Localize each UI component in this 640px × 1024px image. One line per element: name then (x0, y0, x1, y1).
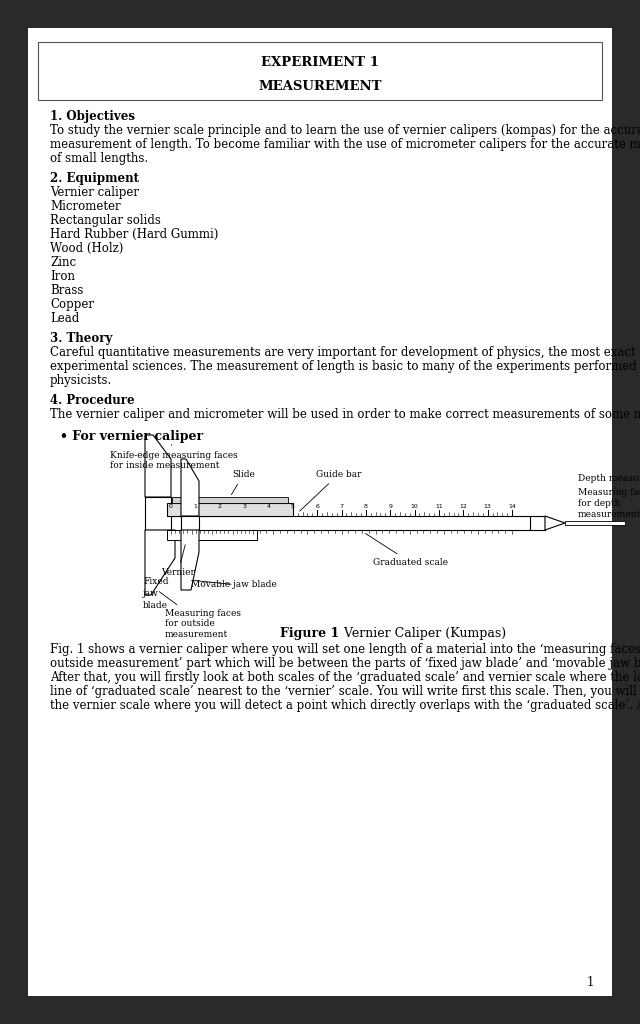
Text: 0: 0 (169, 504, 173, 509)
Text: Vernier Caliper (Kumpas): Vernier Caliper (Kumpas) (340, 627, 506, 640)
Bar (38, 42, 602, 100)
Text: physicists.: physicists. (50, 374, 112, 387)
Polygon shape (181, 459, 199, 516)
Text: Figure 1: Figure 1 (280, 627, 339, 640)
Text: 1: 1 (193, 504, 197, 509)
Text: 2: 2 (218, 504, 221, 509)
Bar (172, 497, 288, 503)
Text: Lead: Lead (50, 312, 79, 325)
Text: 2. Equipment: 2. Equipment (50, 172, 139, 185)
Bar (167, 530, 257, 540)
Bar (167, 503, 293, 516)
Text: 7: 7 (339, 504, 344, 509)
Text: 8: 8 (364, 504, 368, 509)
Text: 12: 12 (460, 504, 467, 509)
Text: Graduated scale: Graduated scale (365, 534, 448, 567)
Text: Rectangular solids: Rectangular solids (50, 214, 161, 227)
Text: Micrometer: Micrometer (50, 200, 120, 213)
Bar (181, 516, 199, 530)
Text: Measuring faces: Measuring faces (578, 488, 640, 497)
Text: To study the vernier scale principle and to learn the use of vernier calipers (k: To study the vernier scale principle and… (50, 124, 640, 137)
Text: Fig. 1 shows a vernier caliper where you will set one length of a material into : Fig. 1 shows a vernier caliper where you… (50, 643, 640, 656)
Text: • For vernier caliper: • For vernier caliper (60, 430, 203, 443)
Text: the vernier scale where you will detect a point which directly overlaps with the: the vernier scale where you will detect … (50, 699, 640, 712)
Text: Measuring faces
for outside
measurement: Measuring faces for outside measurement (159, 592, 241, 639)
Text: 4. Procedure: 4. Procedure (50, 394, 134, 407)
Bar (163, 516, 530, 530)
Text: jaw: jaw (143, 589, 159, 598)
Text: Hard Rubber (Hard Gummi): Hard Rubber (Hard Gummi) (50, 228, 218, 241)
Text: The vernier caliper and micrometer will be used in order to make correct measure: The vernier caliper and micrometer will … (50, 408, 640, 421)
Text: 9: 9 (388, 504, 392, 509)
Text: MEASUREMENT: MEASUREMENT (259, 80, 381, 93)
Bar (145, 497, 171, 530)
Text: Vernier caliper: Vernier caliper (50, 186, 139, 199)
Text: measurement of length. To become familiar with the use of micrometer calipers fo: measurement of length. To become familia… (50, 138, 640, 151)
Text: Careful quantitative measurements are very important for development of physics,: Careful quantitative measurements are ve… (50, 346, 640, 359)
Text: 6: 6 (316, 504, 319, 509)
Text: 4: 4 (266, 504, 271, 509)
Text: 14: 14 (508, 504, 516, 509)
Text: After that, you will firstly look at both scales of the ‘graduated scale’ and ve: After that, you will firstly look at bot… (50, 671, 640, 684)
Text: for depth: for depth (578, 499, 621, 508)
Text: Knife-edge measuring faces
for inside measurement: Knife-edge measuring faces for inside me… (110, 444, 237, 470)
Text: Vernier: Vernier (161, 545, 195, 577)
Text: Depth measuring: Depth measuring (578, 474, 640, 483)
Text: outside measurement’ part which will be between the parts of ‘fixed jaw blade’ a: outside measurement’ part which will be … (50, 657, 640, 670)
Text: Iron: Iron (50, 270, 75, 283)
Text: 5: 5 (291, 504, 295, 509)
Bar (565, 521, 625, 525)
Text: Zinc: Zinc (50, 256, 76, 269)
Text: 13: 13 (484, 504, 492, 509)
Text: Brass: Brass (50, 284, 83, 297)
Text: experimental sciences. The measurement of length is basic to many of the experim: experimental sciences. The measurement o… (50, 360, 640, 373)
Text: measurement: measurement (578, 510, 640, 519)
Text: of small lengths.: of small lengths. (50, 152, 148, 165)
Text: 1. Objectives: 1. Objectives (50, 110, 135, 123)
Text: line of ‘graduated scale’ nearest to the ‘vernier’ scale. You will write first t: line of ‘graduated scale’ nearest to the… (50, 685, 640, 698)
Text: 3. Theory: 3. Theory (50, 332, 113, 345)
Text: 10: 10 (411, 504, 419, 509)
Text: Guide bar: Guide bar (300, 470, 361, 511)
Text: Fixed: Fixed (143, 577, 168, 586)
Text: 1: 1 (587, 976, 594, 989)
Polygon shape (145, 530, 175, 595)
Text: Movable jaw blade: Movable jaw blade (191, 580, 276, 589)
Polygon shape (145, 435, 171, 497)
Text: Slide: Slide (232, 470, 255, 495)
Text: 3: 3 (242, 504, 246, 509)
Polygon shape (181, 530, 199, 590)
Text: EXPERIMENT 1: EXPERIMENT 1 (261, 56, 379, 69)
Polygon shape (545, 516, 565, 530)
Text: Copper: Copper (50, 298, 94, 311)
Text: Wood (Holz): Wood (Holz) (50, 242, 124, 255)
Text: 11: 11 (435, 504, 443, 509)
Text: blade: blade (143, 601, 168, 610)
